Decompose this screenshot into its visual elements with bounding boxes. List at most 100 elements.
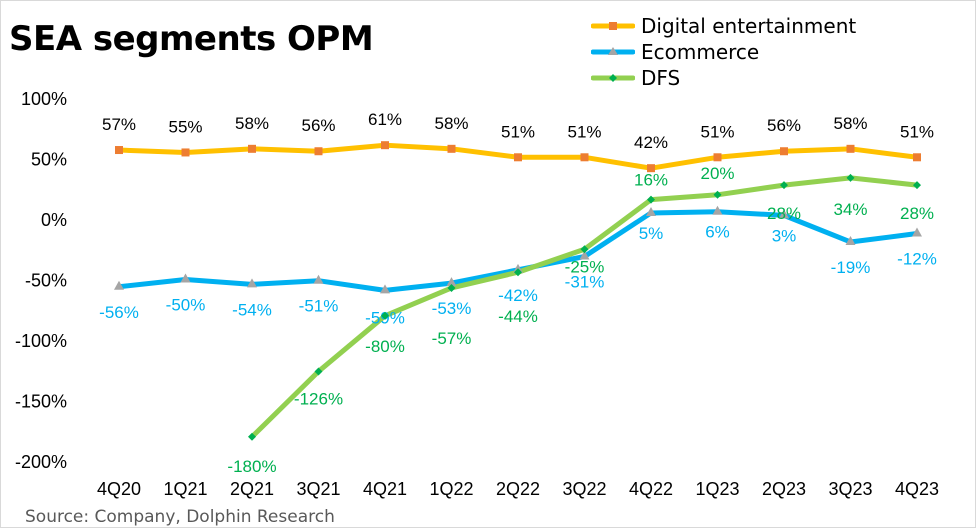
data-label-digital-entertainment: 58%	[235, 114, 269, 133]
data-point-digital-entertainment	[447, 144, 456, 153]
data-label-ecommerce: -51%	[299, 297, 339, 316]
legend-label: DFS	[641, 66, 681, 90]
data-point-digital-entertainment	[713, 153, 722, 162]
data-point-ecommerce	[579, 250, 590, 260]
data-label-dfs: 28%	[900, 204, 934, 223]
data-label-dfs: -126%	[294, 389, 343, 408]
data-label-ecommerce: -54%	[232, 300, 272, 319]
data-label-digital-entertainment: 51%	[501, 122, 535, 141]
x-tick-label: 3Q21	[296, 479, 340, 499]
legend: Digital entertainment Ecommerce DFS	[591, 13, 856, 91]
data-point-digital-entertainment	[248, 144, 256, 153]
legend-item-dfs: DFS	[591, 65, 856, 91]
legend-item-digital-entertainment: Digital entertainment	[591, 13, 856, 39]
data-point-digital-entertainment	[846, 144, 855, 153]
data-label-digital-entertainment: 51%	[700, 122, 734, 141]
data-label-digital-entertainment: 56%	[767, 116, 801, 135]
data-label-dfs: -57%	[432, 329, 472, 348]
x-tick-label: 4Q23	[895, 479, 939, 499]
data-label-digital-entertainment: 42%	[634, 133, 668, 152]
data-label-ecommerce: 3%	[772, 226, 797, 245]
data-label-dfs: 16%	[634, 171, 668, 190]
data-point-digital-entertainment	[580, 153, 589, 162]
data-point-digital-entertainment	[913, 153, 921, 162]
data-label-dfs: -25%	[565, 257, 605, 276]
data-point-dfs	[514, 268, 522, 277]
data-label-digital-entertainment: 57%	[102, 115, 136, 134]
y-tick-label: 50%	[31, 150, 67, 170]
data-label-digital-entertainment: 58%	[434, 114, 468, 133]
data-label-digital-entertainment: 61%	[368, 110, 402, 129]
data-label-dfs: -44%	[498, 307, 538, 326]
data-label-dfs: -80%	[365, 337, 405, 356]
series-line-ecommerce	[116, 209, 920, 293]
data-label-digital-entertainment: 55%	[168, 117, 202, 136]
data-point-digital-entertainment	[181, 148, 190, 157]
data-point-dfs	[381, 311, 389, 320]
legend-label: Digital entertainment	[641, 14, 857, 38]
data-label-digital-entertainment: 51%	[900, 122, 934, 141]
legend-item-ecommerce: Ecommerce	[591, 39, 856, 65]
legend-label: Ecommerce	[641, 40, 760, 64]
data-point-dfs	[248, 432, 256, 441]
data-point-digital-entertainment	[381, 141, 389, 150]
data-point-ecommerce	[712, 205, 723, 215]
data-point-ecommerce	[114, 280, 124, 290]
data-label-digital-entertainment: 58%	[833, 114, 867, 133]
x-tick-label: 3Q23	[828, 479, 872, 499]
x-tick-label: 2Q21	[230, 479, 274, 499]
x-tick-label: 4Q22	[629, 479, 673, 499]
data-label-dfs: 28%	[767, 204, 801, 223]
data-label-digital-entertainment: 51%	[567, 122, 601, 141]
data-point-ecommerce	[180, 273, 191, 283]
x-tick-label: 2Q23	[762, 479, 806, 499]
data-label-ecommerce: -50%	[166, 296, 206, 315]
data-label-ecommerce: -31%	[565, 273, 605, 292]
y-tick-label: -200%	[15, 452, 67, 472]
data-label-ecommerce: 5%	[639, 224, 664, 243]
data-point-digital-entertainment	[647, 164, 655, 173]
x-tick-label: 1Q22	[429, 479, 473, 499]
data-point-dfs	[913, 181, 921, 190]
data-label-ecommerce: 6%	[705, 223, 730, 242]
y-tick-label: 100%	[21, 89, 67, 109]
y-tick-label: -100%	[15, 331, 67, 351]
legend-swatch-square-icon	[591, 22, 635, 30]
data-label-dfs: 20%	[700, 164, 734, 183]
data-point-ecommerce	[247, 278, 257, 288]
x-tick-label: 1Q23	[695, 479, 739, 499]
data-label-ecommerce: -53%	[432, 299, 472, 318]
y-tick-label: -150%	[15, 392, 67, 412]
data-point-ecommerce	[912, 227, 922, 237]
y-tick-label: 0%	[41, 210, 67, 230]
data-point-ecommerce	[646, 206, 656, 216]
data-point-ecommerce	[779, 209, 789, 219]
data-point-dfs	[647, 195, 655, 204]
data-point-dfs	[580, 245, 589, 254]
x-tick-label: 3Q22	[562, 479, 606, 499]
series-line-dfs	[249, 175, 920, 440]
data-point-digital-entertainment	[115, 146, 123, 155]
data-point-digital-entertainment	[780, 147, 788, 156]
x-tick-label: 2Q22	[496, 479, 540, 499]
data-point-dfs	[780, 181, 788, 190]
source-note: Source: Company, Dolphin Research	[25, 507, 335, 527]
data-label-ecommerce: -56%	[99, 303, 139, 322]
data-point-ecommerce	[446, 277, 457, 287]
data-point-dfs	[447, 283, 456, 292]
data-label-ecommerce: -12%	[897, 250, 937, 269]
x-tick-label: 4Q20	[97, 479, 141, 499]
legend-swatch-triangle-icon	[591, 47, 635, 55]
chart-title: SEA segments OPM	[9, 19, 374, 59]
x-tick-label: 1Q21	[163, 479, 207, 499]
data-label-dfs: 34%	[833, 200, 867, 219]
data-point-dfs	[314, 367, 323, 376]
data-label-dfs: -180%	[227, 457, 276, 476]
data-label-digital-entertainment: 56%	[301, 116, 335, 135]
legend-swatch-diamond-icon	[591, 74, 635, 82]
data-point-digital-entertainment	[514, 153, 522, 162]
data-point-digital-entertainment	[314, 147, 323, 156]
x-tick-label: 4Q21	[363, 479, 407, 499]
